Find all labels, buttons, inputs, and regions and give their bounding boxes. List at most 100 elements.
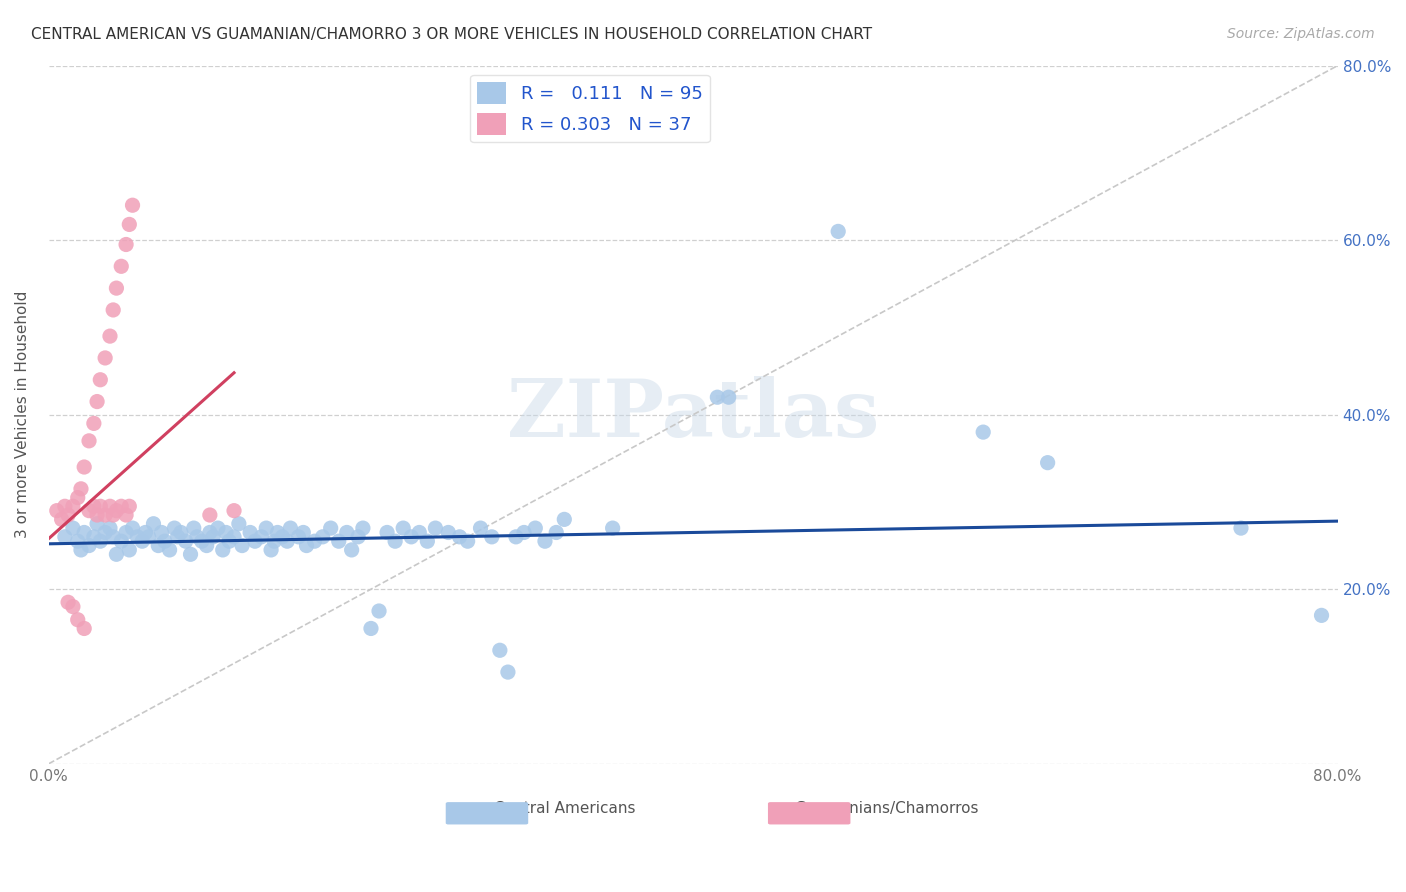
Point — [489, 643, 512, 657]
Point — [105, 281, 128, 295]
Point — [77, 539, 100, 553]
Point — [98, 500, 121, 514]
Point — [470, 521, 492, 535]
Point — [53, 530, 76, 544]
Point — [77, 434, 100, 448]
Point — [336, 525, 359, 540]
Point — [77, 503, 100, 517]
Point — [263, 534, 285, 549]
Point — [73, 622, 96, 636]
Point — [295, 539, 318, 553]
Point — [416, 534, 439, 549]
Point — [384, 534, 406, 549]
Point — [202, 530, 225, 544]
Point — [340, 543, 363, 558]
Point — [115, 237, 138, 252]
Point — [73, 460, 96, 475]
Point — [94, 525, 117, 540]
Point — [115, 525, 138, 540]
Point — [524, 521, 547, 535]
Point — [218, 534, 240, 549]
Point — [280, 521, 302, 535]
Point — [231, 539, 253, 553]
Point — [457, 534, 479, 549]
Point — [222, 503, 245, 517]
Point — [83, 530, 105, 544]
Point — [51, 512, 73, 526]
Point — [70, 482, 93, 496]
Point — [827, 224, 849, 238]
Point — [408, 525, 430, 540]
Point — [153, 534, 176, 549]
Point — [131, 534, 153, 549]
Point — [110, 260, 132, 274]
Point — [375, 525, 398, 540]
Point — [174, 534, 197, 549]
Point — [134, 525, 156, 540]
Point — [449, 530, 471, 544]
Point — [110, 500, 132, 514]
Point — [83, 500, 105, 514]
Point — [186, 530, 208, 544]
Point — [602, 521, 624, 535]
Point — [228, 516, 250, 531]
Point — [103, 302, 125, 317]
Point — [266, 525, 288, 540]
Point — [198, 508, 221, 522]
Point — [118, 218, 141, 232]
Point — [98, 329, 121, 343]
Point — [56, 595, 79, 609]
Point — [62, 500, 84, 514]
Point — [62, 521, 84, 535]
Point — [496, 665, 519, 679]
Point — [86, 516, 108, 531]
Legend: R =   0.111   N = 95, R = 0.303   N = 37: R = 0.111 N = 95, R = 0.303 N = 37 — [470, 75, 710, 142]
Point — [121, 521, 143, 535]
Point — [148, 539, 170, 553]
Text: Guamanians/Chamorros: Guamanians/Chamorros — [794, 801, 979, 815]
Point — [103, 508, 125, 522]
Point — [89, 373, 111, 387]
Point — [159, 543, 181, 558]
Point — [972, 425, 994, 439]
Point — [287, 530, 309, 544]
Point — [271, 530, 294, 544]
Point — [89, 534, 111, 549]
Point — [62, 599, 84, 614]
Point — [110, 534, 132, 549]
Point — [222, 530, 245, 544]
Point — [86, 394, 108, 409]
Point — [118, 543, 141, 558]
Point — [304, 534, 326, 549]
Point — [254, 521, 277, 535]
Point — [83, 417, 105, 431]
Point — [138, 530, 160, 544]
Text: Source: ZipAtlas.com: Source: ZipAtlas.com — [1227, 27, 1375, 41]
Point — [239, 525, 262, 540]
Point — [292, 525, 315, 540]
FancyBboxPatch shape — [768, 802, 851, 824]
Point — [311, 530, 333, 544]
Point — [399, 530, 422, 544]
Point — [260, 543, 283, 558]
Point — [392, 521, 415, 535]
Point — [150, 525, 173, 540]
Point — [243, 534, 266, 549]
Point — [70, 543, 93, 558]
Point — [66, 534, 89, 549]
Point — [513, 525, 536, 540]
Point — [546, 525, 568, 540]
Point — [706, 390, 728, 404]
Point — [347, 530, 370, 544]
Point — [328, 534, 350, 549]
Point — [717, 390, 740, 404]
Point — [368, 604, 391, 618]
Point — [211, 543, 233, 558]
Point — [115, 508, 138, 522]
Point — [505, 530, 527, 544]
Text: Central Americans: Central Americans — [494, 801, 636, 815]
Point — [352, 521, 374, 535]
Point — [94, 508, 117, 522]
Point — [105, 547, 128, 561]
Point — [481, 530, 503, 544]
